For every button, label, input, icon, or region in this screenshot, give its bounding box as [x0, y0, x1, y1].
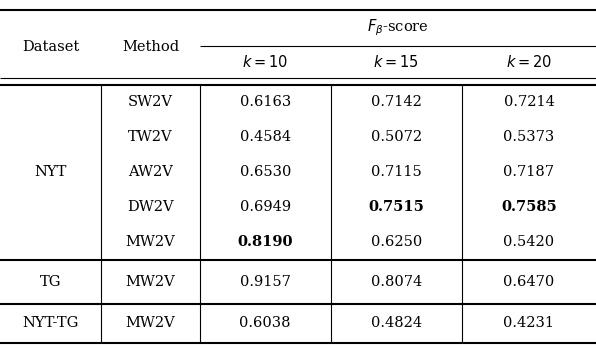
Text: 0.6530: 0.6530 [240, 165, 291, 180]
Text: AW2V: AW2V [128, 165, 173, 180]
Text: $k = 15$: $k = 15$ [374, 54, 419, 70]
Text: 0.6470: 0.6470 [504, 275, 554, 289]
Text: 0.9157: 0.9157 [240, 275, 291, 289]
Text: SW2V: SW2V [128, 95, 173, 109]
Text: $k = 20$: $k = 20$ [506, 54, 552, 70]
Text: MW2V: MW2V [126, 236, 175, 250]
Text: Dataset: Dataset [22, 40, 79, 54]
Text: 0.6038: 0.6038 [240, 316, 291, 331]
Text: 0.7515: 0.7515 [368, 200, 424, 214]
Text: $k = 10$: $k = 10$ [242, 54, 288, 70]
Text: MW2V: MW2V [126, 275, 175, 289]
Text: 0.5420: 0.5420 [504, 236, 554, 250]
Text: TW2V: TW2V [128, 130, 173, 144]
Text: 0.4584: 0.4584 [240, 130, 291, 144]
Text: $F_{\beta}$-score: $F_{\beta}$-score [367, 17, 429, 38]
Text: 0.7585: 0.7585 [501, 200, 557, 214]
Text: 0.8190: 0.8190 [237, 236, 293, 250]
Text: 0.6163: 0.6163 [240, 95, 291, 109]
Text: NYT-TG: NYT-TG [23, 316, 79, 331]
Text: 0.5373: 0.5373 [504, 130, 554, 144]
Text: 0.7115: 0.7115 [371, 165, 422, 180]
Text: 0.7214: 0.7214 [504, 95, 554, 109]
Text: 0.4231: 0.4231 [504, 316, 554, 331]
Text: 0.6250: 0.6250 [371, 236, 422, 250]
Text: 0.6949: 0.6949 [240, 200, 291, 214]
Text: 0.4824: 0.4824 [371, 316, 422, 331]
Text: MW2V: MW2V [126, 316, 175, 331]
Text: TG: TG [40, 275, 61, 289]
Text: 0.5072: 0.5072 [371, 130, 422, 144]
Text: 0.7187: 0.7187 [504, 165, 554, 180]
Text: 0.8074: 0.8074 [371, 275, 422, 289]
Text: DW2V: DW2V [127, 200, 174, 214]
Text: 0.7142: 0.7142 [371, 95, 422, 109]
Text: Method: Method [122, 40, 179, 54]
Text: NYT: NYT [35, 165, 67, 180]
